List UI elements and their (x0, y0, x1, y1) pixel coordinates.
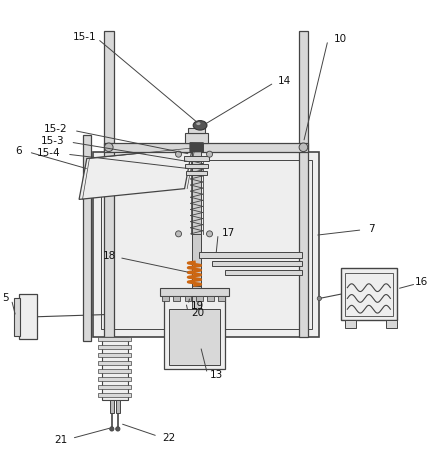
Bar (185, 164, 208, 169)
Circle shape (206, 231, 213, 237)
Text: 15-4: 15-4 (37, 148, 61, 158)
Text: 21: 21 (54, 435, 67, 445)
Bar (162, 296, 169, 302)
Bar (98, 393, 131, 397)
Bar (341, 268, 397, 320)
Bar (98, 369, 131, 373)
Bar (101, 160, 311, 329)
Text: 14: 14 (278, 76, 292, 86)
Text: 7: 7 (368, 224, 375, 234)
Bar (386, 320, 397, 328)
Text: 17: 17 (222, 228, 235, 237)
Bar (98, 353, 131, 357)
Ellipse shape (193, 121, 207, 130)
Bar (98, 377, 131, 381)
Text: 15-1: 15-1 (73, 33, 96, 42)
Circle shape (317, 296, 321, 301)
Bar (192, 143, 201, 339)
Bar (199, 253, 302, 258)
Bar (116, 400, 120, 413)
Text: 19: 19 (191, 301, 204, 311)
Circle shape (175, 151, 181, 157)
Text: 5: 5 (3, 293, 9, 303)
Bar (164, 292, 225, 370)
Bar (192, 234, 201, 286)
Bar (93, 152, 319, 337)
Text: 15-2: 15-2 (44, 124, 68, 134)
Bar (110, 400, 114, 413)
Text: 20: 20 (191, 308, 204, 318)
Text: 13: 13 (210, 370, 223, 380)
Bar (218, 296, 225, 302)
Bar (98, 385, 131, 389)
Circle shape (175, 231, 181, 237)
Bar (184, 296, 191, 302)
Text: 6: 6 (16, 146, 22, 156)
Bar (345, 320, 356, 328)
Bar (212, 261, 302, 266)
Bar (196, 296, 203, 302)
Circle shape (110, 427, 114, 431)
Bar (345, 273, 393, 316)
Bar (225, 270, 302, 275)
Circle shape (299, 143, 308, 152)
Bar (186, 171, 207, 175)
Bar (104, 143, 308, 152)
Text: 15-3: 15-3 (41, 136, 64, 146)
Bar (102, 337, 128, 400)
Bar (173, 296, 180, 302)
Bar (188, 128, 205, 133)
Circle shape (206, 151, 213, 157)
Text: 18: 18 (102, 251, 116, 261)
Bar (14, 297, 20, 336)
Bar (207, 296, 214, 302)
Bar (98, 361, 131, 365)
Bar (185, 133, 208, 143)
Bar (98, 345, 131, 349)
Polygon shape (79, 148, 192, 199)
Circle shape (105, 143, 113, 152)
Text: 16: 16 (415, 277, 429, 287)
Text: 22: 22 (162, 432, 175, 443)
Bar (184, 156, 209, 160)
Circle shape (116, 427, 120, 431)
Bar (168, 309, 220, 365)
Bar (160, 287, 229, 296)
Bar (98, 337, 131, 342)
Bar (104, 32, 114, 337)
Bar (299, 32, 308, 337)
Bar (19, 294, 37, 339)
Bar (83, 135, 91, 342)
Text: 10: 10 (334, 34, 346, 44)
Ellipse shape (196, 122, 200, 125)
